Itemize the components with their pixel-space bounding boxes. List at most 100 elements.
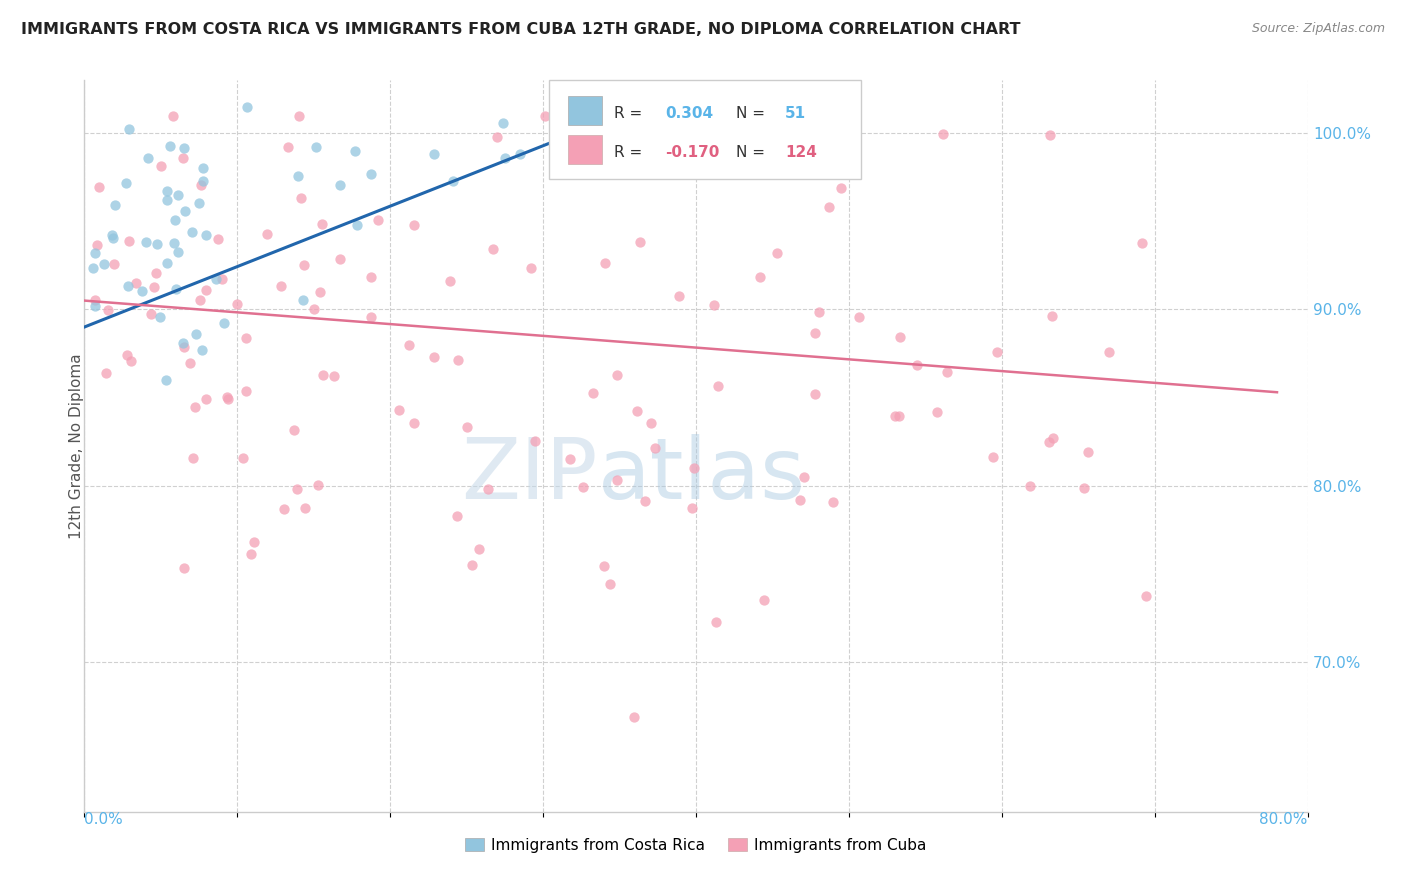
Point: [1073, 481, 1095, 495]
Point: [329, 178, 352, 193]
Point: [214, 316, 236, 330]
Point: [808, 305, 831, 319]
Point: [360, 310, 382, 324]
Point: [311, 217, 333, 231]
Point: [905, 358, 928, 372]
Point: [173, 340, 195, 354]
Point: [482, 243, 505, 257]
Point: [239, 547, 262, 561]
Point: [927, 404, 949, 418]
Text: ZIP: ZIP: [461, 434, 598, 516]
Point: [146, 237, 169, 252]
Text: IMMIGRANTS FROM COSTA RICA VS IMMIGRANTS FROM CUBA 12TH GRADE, NO DIPLOMA CORREL: IMMIGRANTS FROM COSTA RICA VS IMMIGRANTS…: [21, 22, 1021, 37]
Point: [115, 347, 138, 361]
Point: [329, 252, 352, 266]
Point: [232, 451, 254, 466]
Point: [172, 151, 194, 165]
Point: [803, 326, 825, 340]
Point: [533, 109, 555, 123]
Point: [93, 257, 115, 271]
Point: [1098, 344, 1121, 359]
Point: [225, 297, 247, 311]
Point: [644, 442, 666, 456]
Point: [305, 140, 328, 154]
Point: [683, 460, 706, 475]
Point: [195, 228, 218, 243]
Point: [553, 100, 575, 114]
Point: [292, 293, 315, 307]
Point: [312, 368, 335, 383]
Point: [283, 423, 305, 437]
Point: [287, 482, 309, 496]
Point: [86, 237, 108, 252]
Point: [83, 245, 105, 260]
FancyBboxPatch shape: [568, 96, 602, 125]
Point: [322, 369, 344, 384]
Point: [986, 345, 1008, 359]
Point: [138, 151, 160, 165]
Point: [1040, 309, 1063, 323]
Point: [190, 178, 212, 193]
Point: [634, 494, 657, 508]
Point: [346, 218, 368, 232]
Point: [287, 109, 309, 123]
Point: [461, 558, 484, 573]
Point: [1018, 479, 1040, 493]
Point: [97, 303, 120, 318]
Point: [981, 450, 1004, 465]
Point: [599, 577, 621, 591]
Point: [398, 338, 420, 352]
Point: [388, 402, 411, 417]
Point: [307, 478, 329, 492]
Point: [184, 401, 207, 415]
Point: [145, 266, 167, 280]
Point: [606, 473, 628, 487]
Point: [217, 392, 239, 406]
Point: [165, 282, 187, 296]
Point: [360, 269, 382, 284]
Point: [84, 293, 107, 308]
Point: [749, 269, 772, 284]
Point: [191, 343, 214, 357]
Point: [446, 508, 468, 523]
Text: 80.0%: 80.0%: [1260, 812, 1308, 827]
Point: [402, 416, 425, 430]
Point: [290, 191, 312, 205]
Point: [287, 169, 309, 184]
Point: [423, 350, 446, 364]
Point: [439, 274, 461, 288]
Point: [1039, 128, 1062, 142]
Point: [155, 373, 177, 387]
Point: [520, 260, 543, 275]
Point: [1130, 236, 1153, 251]
Point: [191, 174, 214, 188]
Text: -0.170: -0.170: [665, 145, 720, 160]
Text: N =: N =: [737, 145, 770, 160]
Point: [173, 561, 195, 575]
Point: [848, 310, 870, 325]
Point: [793, 470, 815, 484]
Point: [477, 482, 499, 496]
Point: [582, 386, 605, 401]
Point: [256, 227, 278, 241]
Point: [191, 161, 214, 175]
Point: [344, 144, 367, 158]
Point: [82, 261, 104, 276]
Point: [181, 451, 204, 466]
Point: [156, 193, 179, 207]
Text: 0.0%: 0.0%: [84, 812, 124, 827]
Point: [818, 200, 841, 214]
Point: [668, 289, 690, 303]
Point: [139, 307, 162, 321]
Text: N =: N =: [737, 105, 770, 120]
Point: [887, 409, 910, 424]
Point: [217, 390, 239, 404]
Point: [187, 196, 209, 211]
Point: [572, 480, 595, 494]
Point: [422, 147, 444, 161]
Point: [704, 615, 727, 629]
Point: [273, 501, 295, 516]
Point: [104, 198, 127, 212]
Point: [789, 493, 811, 508]
Text: R =: R =: [614, 145, 647, 160]
